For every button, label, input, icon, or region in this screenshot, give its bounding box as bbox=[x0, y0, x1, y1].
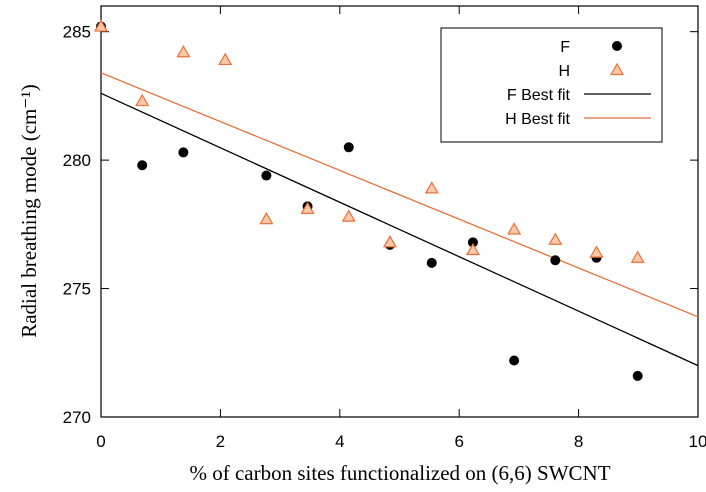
x-tick-label: 0 bbox=[96, 432, 105, 451]
legend-marker bbox=[609, 62, 625, 76]
point bbox=[218, 52, 233, 66]
point bbox=[341, 209, 356, 222]
point bbox=[426, 257, 437, 268]
fit-line bbox=[100, 72, 699, 318]
legend-marker bbox=[612, 41, 622, 51]
legend-box bbox=[440, 27, 663, 143]
point bbox=[548, 232, 563, 245]
x-axis-label: % of carbon sites functionalized on (6,6… bbox=[189, 461, 610, 485]
plot-frame bbox=[100, 5, 699, 418]
y-axis-label: Radial breathing mode (cm⁻¹) bbox=[17, 84, 41, 338]
legend-label: H bbox=[558, 63, 570, 80]
y-tick-label: 270 bbox=[63, 408, 91, 427]
legend-label: H Best fit bbox=[505, 111, 570, 128]
point bbox=[467, 237, 478, 248]
point bbox=[630, 250, 645, 263]
point bbox=[424, 181, 439, 194]
point bbox=[300, 201, 315, 215]
point bbox=[632, 370, 643, 381]
point bbox=[137, 160, 148, 171]
legend-label: F Best fit bbox=[507, 87, 571, 104]
x-tick-label: 6 bbox=[454, 432, 463, 451]
point bbox=[507, 222, 522, 235]
point bbox=[259, 211, 274, 225]
x-tick-label: 10 bbox=[689, 432, 706, 451]
point bbox=[343, 142, 354, 153]
point bbox=[589, 245, 604, 258]
point bbox=[550, 255, 561, 266]
point bbox=[465, 242, 480, 256]
fit-line bbox=[100, 92, 699, 367]
point bbox=[93, 19, 109, 32]
y-tick-label: 275 bbox=[63, 280, 91, 299]
point bbox=[382, 235, 397, 248]
legend-label: F bbox=[560, 39, 570, 56]
point bbox=[176, 45, 191, 58]
point bbox=[135, 93, 150, 107]
x-tick-label: 4 bbox=[335, 432, 344, 451]
y-tick-label: 280 bbox=[63, 151, 91, 170]
point bbox=[261, 170, 272, 181]
point bbox=[509, 355, 520, 366]
point bbox=[178, 147, 189, 158]
x-tick-label: 2 bbox=[216, 432, 225, 451]
y-tick-label: 285 bbox=[63, 23, 91, 42]
x-tick-label: 8 bbox=[574, 432, 583, 451]
